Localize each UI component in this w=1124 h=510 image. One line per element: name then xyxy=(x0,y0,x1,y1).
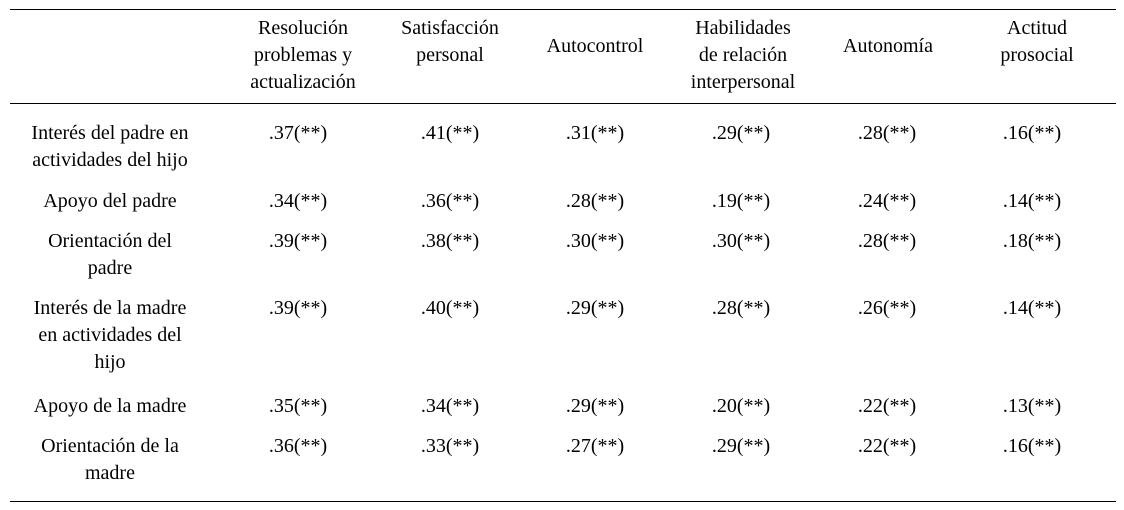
column-header-satisfaccion: Satisfacción personal xyxy=(401,17,499,66)
row-label-interes-madre: Interés de la madre en actividades del h… xyxy=(33,297,187,373)
table-cell: .16(**) xyxy=(1002,435,1062,457)
table-cell: .41(**) xyxy=(420,122,480,144)
table-cell: .14(**) xyxy=(1002,297,1062,319)
table-cell: .24(**) xyxy=(857,190,917,212)
table-cell: .28(**) xyxy=(711,297,771,319)
row-label-apoyo-madre: Apoyo de la madre xyxy=(33,395,187,417)
row-label-orientacion-madre: Orientación de la madre xyxy=(41,435,179,484)
table-cell: .34(**) xyxy=(420,395,480,417)
table-header-rule xyxy=(10,103,1116,104)
table-cell: .29(**) xyxy=(565,395,625,417)
table-cell: .31(**) xyxy=(565,122,625,144)
table-cell: .30(**) xyxy=(565,230,625,252)
table-cell: .37(**) xyxy=(268,122,328,144)
table-cell: .40(**) xyxy=(420,297,480,319)
table-cell: .30(**) xyxy=(711,230,771,252)
column-header-actitud: Actitud prosocial xyxy=(1000,17,1074,66)
row-label-interes-padre: Interés del padre en actividades del hij… xyxy=(31,122,189,171)
table-cell: .35(**) xyxy=(268,395,328,417)
table-cell: .22(**) xyxy=(857,395,917,417)
table-cell: .38(**) xyxy=(420,230,480,252)
table-cell: .16(**) xyxy=(1002,122,1062,144)
table-cell: .39(**) xyxy=(268,230,328,252)
table-cell: .26(**) xyxy=(857,297,917,319)
table-cell: .27(**) xyxy=(565,435,625,457)
table-cell: .29(**) xyxy=(711,122,771,144)
table-cell: .22(**) xyxy=(857,435,917,457)
table-cell: .36(**) xyxy=(420,190,480,212)
column-header-resolucion: Resolución problemas y actualización xyxy=(250,17,356,93)
table-cell: .13(**) xyxy=(1002,395,1062,417)
table-bottom-rule xyxy=(10,501,1116,502)
column-header-habilidades: Habilidades de relación interpersonal xyxy=(690,17,796,93)
table-cell: .18(**) xyxy=(1002,230,1062,252)
table-cell: .19(**) xyxy=(711,190,771,212)
table-cell: .33(**) xyxy=(420,435,480,457)
table-cell: .29(**) xyxy=(565,297,625,319)
table-cell: .28(**) xyxy=(565,190,625,212)
row-label-orientacion-padre: Orientación del padre xyxy=(48,230,172,279)
table-cell: .28(**) xyxy=(857,230,917,252)
column-header-autocontrol: Autocontrol xyxy=(546,35,644,57)
table-cell: .36(**) xyxy=(268,435,328,457)
table-cell: .34(**) xyxy=(268,190,328,212)
table-cell: .28(**) xyxy=(857,122,917,144)
table-cell: .20(**) xyxy=(711,395,771,417)
table-cell: .29(**) xyxy=(711,435,771,457)
table-cell: .14(**) xyxy=(1002,190,1062,212)
correlation-table: Resolución problemas y actualización Sat… xyxy=(10,9,1116,503)
column-header-autonomia: Autonomía xyxy=(843,35,933,57)
table-top-rule xyxy=(10,9,1116,10)
table-cell: .39(**) xyxy=(268,297,328,319)
row-label-apoyo-padre: Apoyo del padre xyxy=(43,190,177,212)
